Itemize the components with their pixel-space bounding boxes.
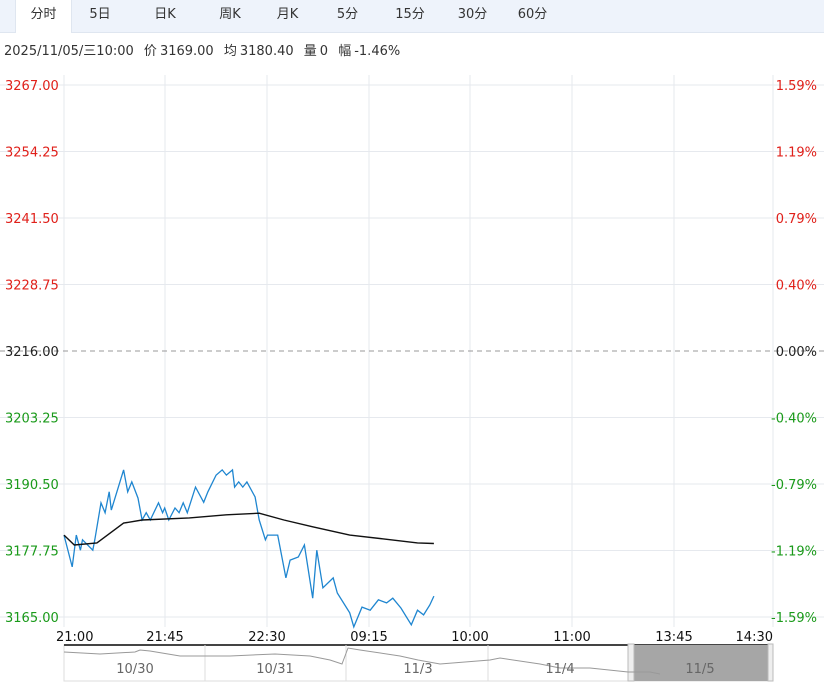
info-avg-label: 均 — [223, 44, 237, 59]
y-tick-label: 3177.75 — [5, 545, 59, 560]
info-chg: -1.46% — [354, 44, 401, 59]
info-avg: 3180.40 — [239, 44, 294, 59]
y-tick-label: 3228.75 — [5, 279, 59, 294]
x-tick-label: 09:15 — [350, 630, 387, 645]
x-tick-label: 11:00 — [553, 630, 590, 645]
info-price-label: 价 — [143, 44, 157, 59]
x-tick-label: 22:30 — [248, 630, 285, 645]
pct-tick-label: 0.40% — [776, 279, 817, 294]
info-price: 3169.00 — [159, 44, 214, 59]
avg-line — [63, 512, 434, 546]
x-tick-label: 21:00 — [56, 630, 93, 645]
pct-tick-label: -1.19% — [771, 545, 817, 560]
info-datetime: 2025/11/05/三10:00 — [4, 44, 134, 59]
tab-0[interactable]: 分时 — [15, 0, 72, 33]
y-tick-label: 3241.50 — [5, 212, 59, 227]
pct-tick-label: 0.00% — [776, 345, 817, 360]
pct-tick-label: -0.40% — [771, 412, 817, 427]
y-tick-label: 3254.25 — [5, 146, 59, 161]
pct-tick-label: 1.59% — [776, 79, 817, 94]
x-tick-label: 13:45 — [655, 630, 692, 645]
y-tick-label: 3203.25 — [5, 412, 59, 427]
navigator-date: 11/3 — [403, 662, 432, 677]
navigator-selection — [634, 645, 768, 681]
tab-8[interactable]: 60分 — [517, 7, 548, 22]
navigator-line — [63, 647, 661, 675]
pct-tick-label: -0.79% — [771, 478, 817, 493]
tab-1[interactable]: 5日 — [89, 7, 111, 22]
x-tick-label: 14:30 — [736, 630, 773, 645]
info-vol: 0 — [319, 44, 329, 59]
tab-4[interactable]: 月K — [276, 7, 299, 22]
tab-3[interactable]: 周K — [219, 7, 241, 22]
price-line — [63, 468, 435, 629]
y-tick-label: 3267.00 — [5, 79, 59, 94]
period-tabs: 分时 5日 日K 周K 月K 5分 15分 30分 60分 — [0, 0, 824, 33]
navigator-date: 10/30 — [116, 662, 153, 677]
navigator-handle-left[interactable] — [627, 643, 635, 682]
info-vol-label: 量 — [303, 44, 317, 59]
tab-2[interactable]: 日K — [154, 7, 176, 22]
navigator-date: 11/4 — [545, 662, 574, 677]
navigator-handle-right[interactable] — [767, 643, 774, 682]
tab-7[interactable]: 30分 — [457, 7, 488, 22]
y-tick-label: 3216.00 — [5, 345, 59, 360]
x-tick-label: 21:45 — [146, 630, 183, 645]
y-tick-label: 3190.50 — [5, 478, 59, 493]
tab-6[interactable]: 15分 — [395, 7, 425, 22]
tab-5[interactable]: 5分 — [336, 7, 359, 22]
navigator-date: 11/5 — [685, 662, 714, 677]
navigator-date: 10/31 — [256, 662, 293, 677]
pct-tick-label: -1.59% — [771, 611, 817, 626]
info-chg-label: 幅 — [338, 44, 352, 59]
pct-tick-label: 0.79% — [776, 212, 817, 227]
x-tick-label: 10:00 — [451, 630, 488, 645]
y-tick-label: 3165.00 — [5, 611, 59, 626]
pct-tick-label: 1.19% — [776, 146, 817, 161]
